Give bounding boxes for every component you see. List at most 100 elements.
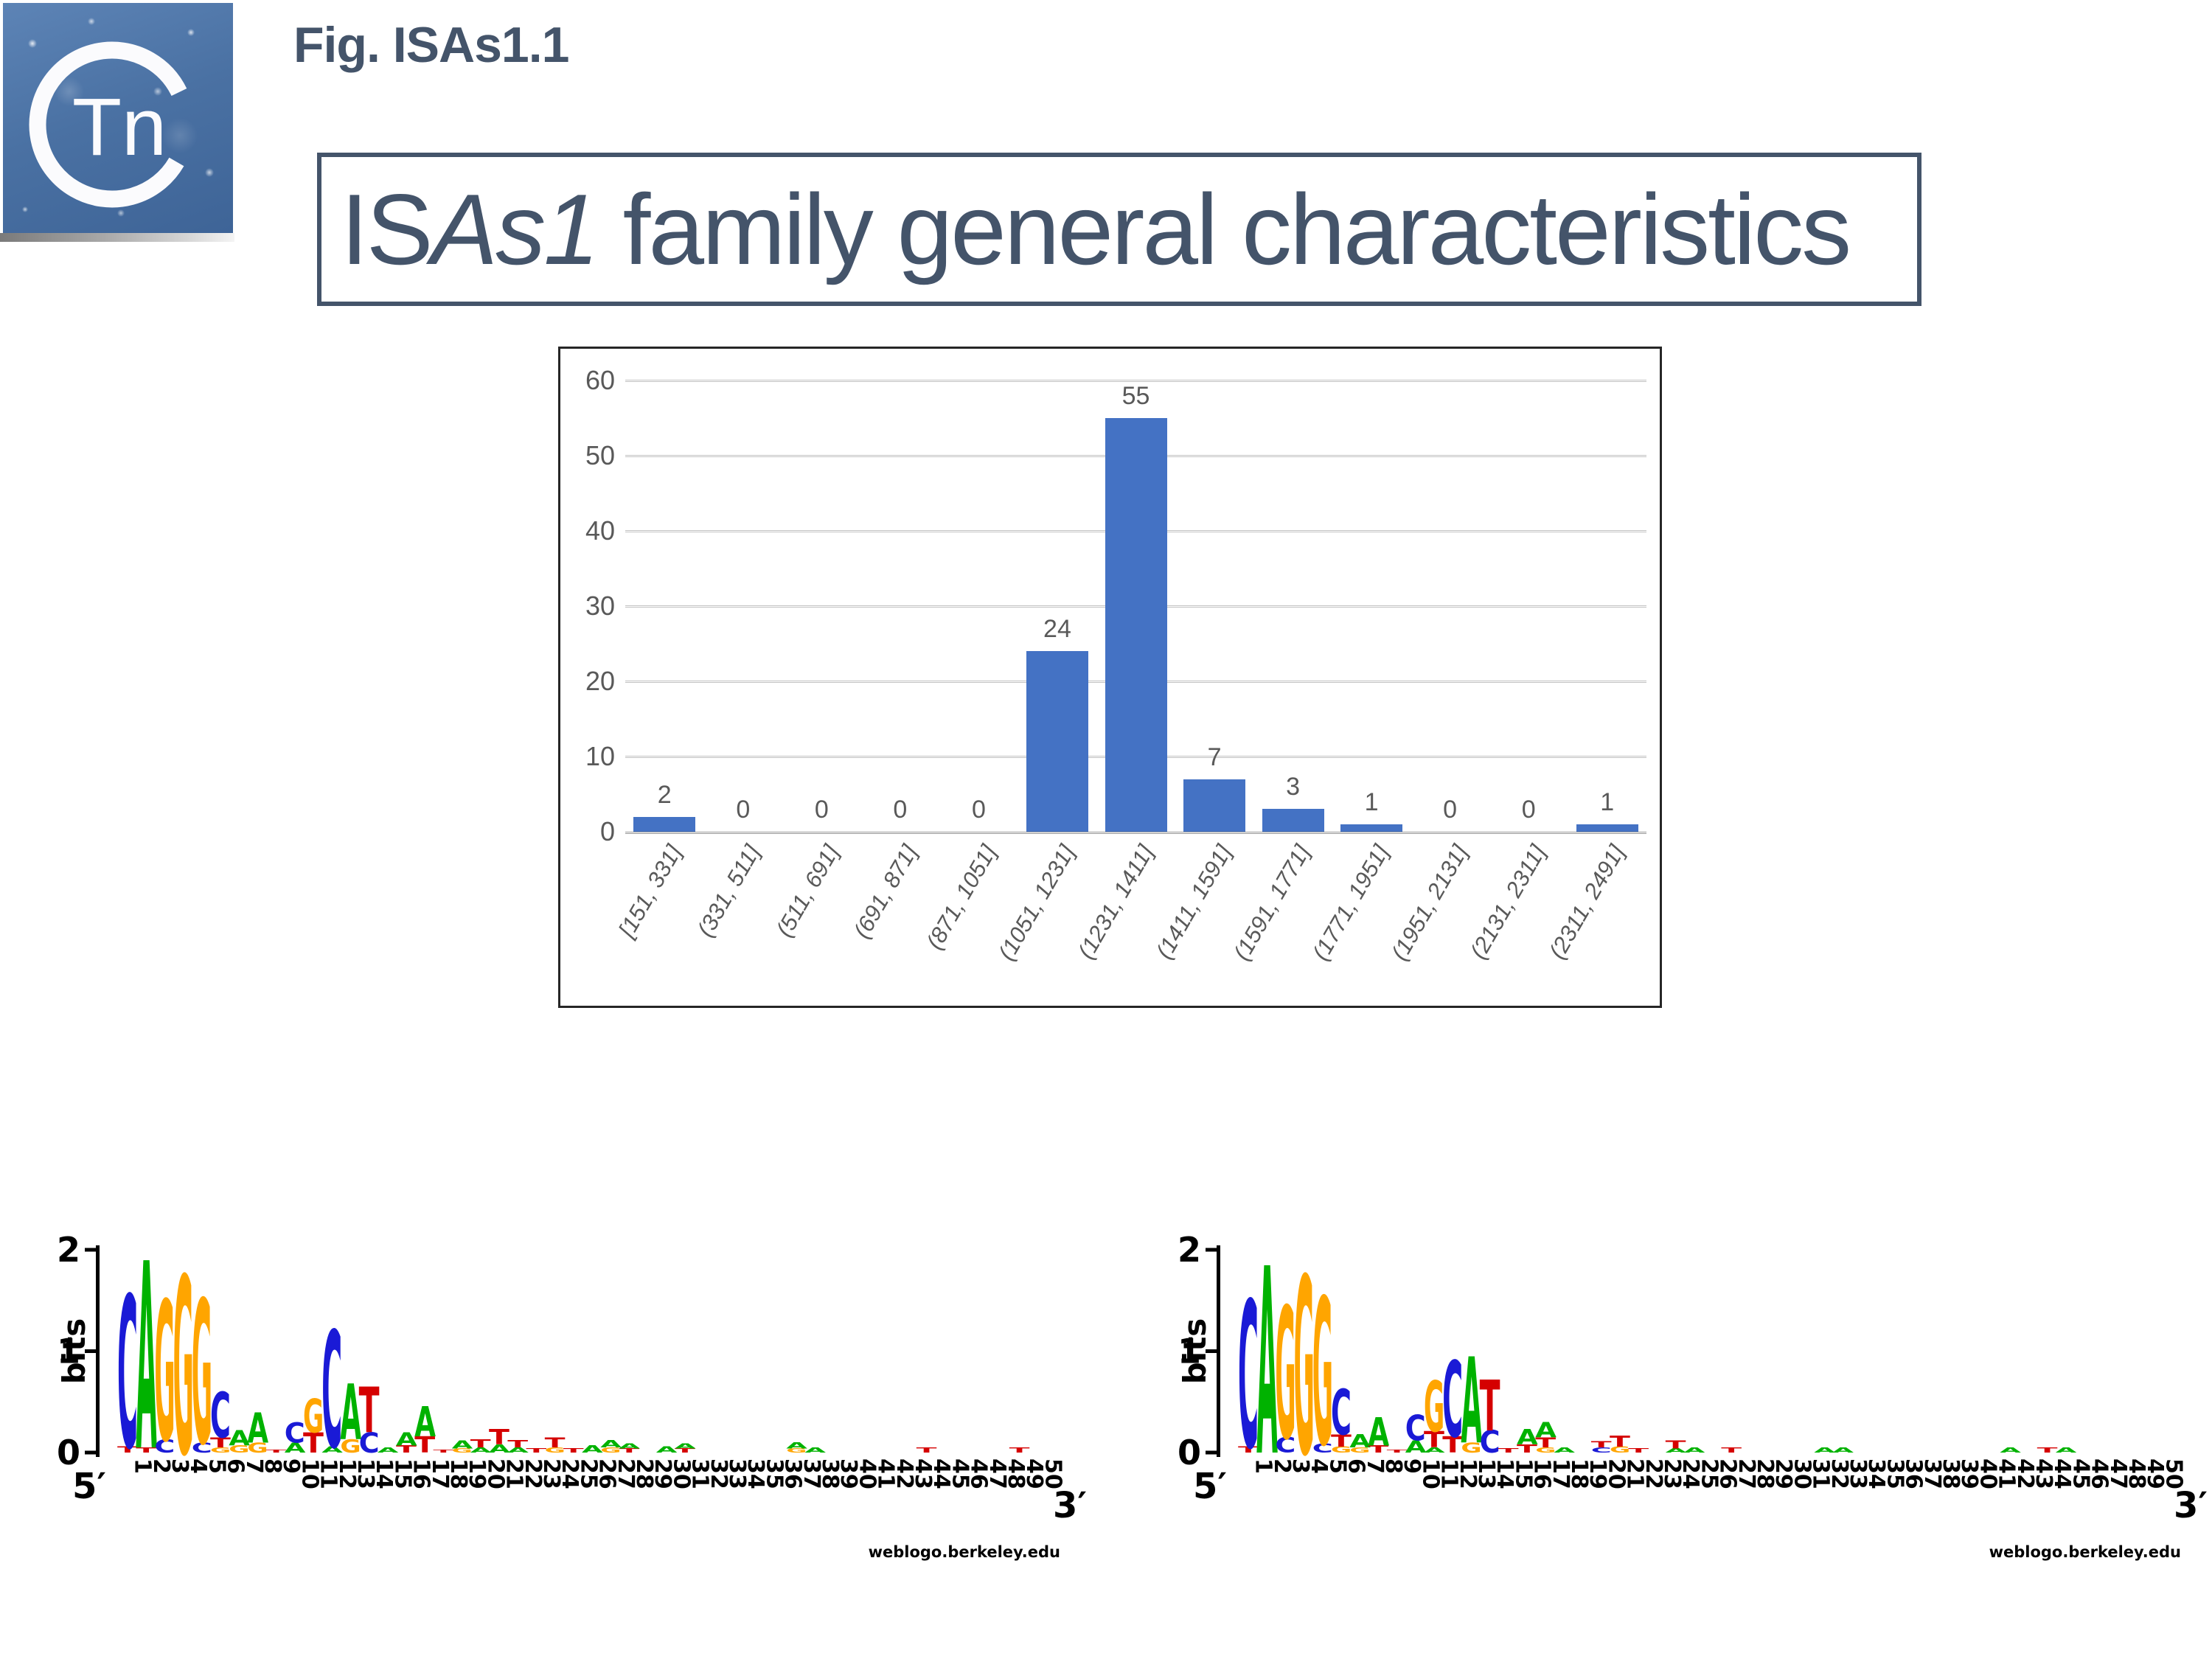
logo-letter: A: [414, 1399, 436, 1447]
bar-value-label: 0: [814, 796, 829, 824]
title-box: IS As1 family general characteristics: [317, 153, 1921, 306]
logo-letter: T: [563, 1447, 584, 1454]
logo-letter: T: [1331, 1431, 1352, 1451]
logo-letter: G: [1312, 1256, 1333, 1492]
logo-letter: G: [1610, 1445, 1630, 1455]
position-number: 12: [334, 1458, 360, 1489]
logo-letter: C: [1275, 1433, 1295, 1458]
position-number: 19: [464, 1458, 490, 1489]
logo-letter: G: [1331, 1445, 1352, 1455]
position-number: 41: [873, 1458, 899, 1489]
position-number: 24: [557, 1458, 582, 1489]
logo-letter: T: [1009, 1446, 1031, 1454]
logo-letter: G: [1424, 1366, 1444, 1447]
logo-letter: A: [1814, 1447, 1835, 1455]
position-number: 17: [1548, 1458, 1573, 1489]
position-number: 14: [1492, 1458, 1517, 1489]
position-number: 13: [352, 1458, 378, 1489]
x-axis-label-text: (1231, 1411]: [1072, 841, 1158, 964]
logo-letter: A: [2000, 1447, 2021, 1455]
logo-letter: T: [470, 1437, 491, 1450]
logo-letter: A: [378, 1447, 399, 1455]
bar-value-label: 24: [1043, 615, 1071, 644]
logo-letter: T: [1387, 1449, 1408, 1454]
logo-letter: G: [600, 1446, 621, 1454]
logo-letter: A: [1517, 1425, 1538, 1449]
weblogo-credit: weblogo.berkeley.edu: [1989, 1543, 2181, 1561]
y-axis-tick-label: 50: [585, 440, 615, 470]
logo-letter: T: [1480, 1367, 1500, 1447]
position-number: 5: [1324, 1458, 1350, 1474]
position-number: 7: [1362, 1458, 1388, 1474]
logo-letter: A: [247, 1405, 268, 1453]
logo-letter: A: [470, 1447, 492, 1455]
position-number: 44: [2049, 1458, 2075, 1489]
logo-letter: T: [1238, 1445, 1259, 1455]
position-number: 27: [1733, 1458, 1759, 1489]
position-number: 37: [799, 1458, 824, 1489]
logo-letter: A: [582, 1444, 603, 1455]
title-prefix: IS: [341, 173, 433, 285]
bits-axis-title: bits: [56, 1318, 92, 1385]
position-number: 10: [1417, 1458, 1443, 1489]
position-number: 3: [1287, 1458, 1313, 1474]
five-prime-label: 5′: [72, 1466, 106, 1507]
position-number: 43: [2031, 1458, 2056, 1489]
three-prime-label: 3′: [2174, 1485, 2208, 1526]
y-axis-tick-label: 30: [585, 591, 615, 621]
x-axis-label-text: (691, 871]: [849, 841, 923, 943]
logo-letter: C: [1312, 1441, 1333, 1455]
position-number: 40: [854, 1458, 880, 1489]
title-italic: As1: [431, 173, 599, 285]
position-number: 2: [148, 1458, 174, 1474]
bits-tick-label: 0: [57, 1433, 80, 1472]
logo-letter: A: [229, 1426, 250, 1450]
logo-letter: G: [1535, 1446, 1556, 1454]
logo-letter: A: [1684, 1447, 1705, 1455]
bar-value-label: 0: [971, 796, 986, 824]
logo-letter: G: [192, 1259, 212, 1489]
position-number: 14: [371, 1458, 397, 1489]
badge-tn-text: Tn: [72, 82, 167, 173]
position-number: 16: [1529, 1458, 1555, 1489]
position-number: 38: [817, 1458, 843, 1489]
logo-letter: T: [1610, 1433, 1630, 1450]
logo-letter: G: [303, 1389, 324, 1443]
bar-value-label: 0: [893, 796, 908, 824]
logo-letter: A: [1349, 1431, 1371, 1452]
logo-letter: T: [526, 1447, 546, 1454]
three-prime-label: 3′: [1053, 1485, 1087, 1526]
title-suffix: family general characteristics: [597, 173, 1852, 285]
logo-letter: G: [1349, 1446, 1370, 1454]
logo-letter: A: [786, 1441, 808, 1451]
logo-letter: T: [1442, 1433, 1463, 1458]
logo-letter: A: [600, 1439, 622, 1450]
position-number: 33: [1845, 1458, 1871, 1489]
x-axis-label-text: (1771, 1951]: [1307, 841, 1394, 965]
badge-shadow: [0, 233, 234, 242]
position-number: 43: [910, 1458, 936, 1489]
logo-letter: A: [1832, 1447, 1854, 1455]
logo-letter: A: [340, 1370, 361, 1458]
position-number: 44: [928, 1458, 954, 1489]
logo-letter: G: [786, 1447, 807, 1454]
bar-value-label: 3: [1286, 773, 1301, 801]
position-number: 46: [966, 1458, 992, 1489]
position-number: 3: [167, 1458, 192, 1474]
position-number: 9: [1399, 1458, 1425, 1474]
logo-letter: G: [340, 1436, 361, 1458]
x-axis-label-text: (1951, 2131]: [1385, 841, 1472, 965]
position-number: 36: [1901, 1458, 1927, 1489]
logo-letter: A: [656, 1445, 678, 1455]
y-axis-tick-label: 40: [585, 515, 615, 546]
bits-axis-tick: [85, 1349, 97, 1353]
position-number: 15: [389, 1458, 415, 1489]
position-number: 4: [185, 1458, 211, 1474]
position-number: 26: [1715, 1458, 1741, 1489]
position-number: 7: [241, 1458, 267, 1474]
position-number: 11: [1436, 1458, 1462, 1489]
position-number: 48: [1003, 1458, 1029, 1489]
bar-value-label: 55: [1121, 382, 1150, 410]
logo-letter: T: [266, 1449, 287, 1454]
logo-letter: C: [1591, 1446, 1612, 1454]
